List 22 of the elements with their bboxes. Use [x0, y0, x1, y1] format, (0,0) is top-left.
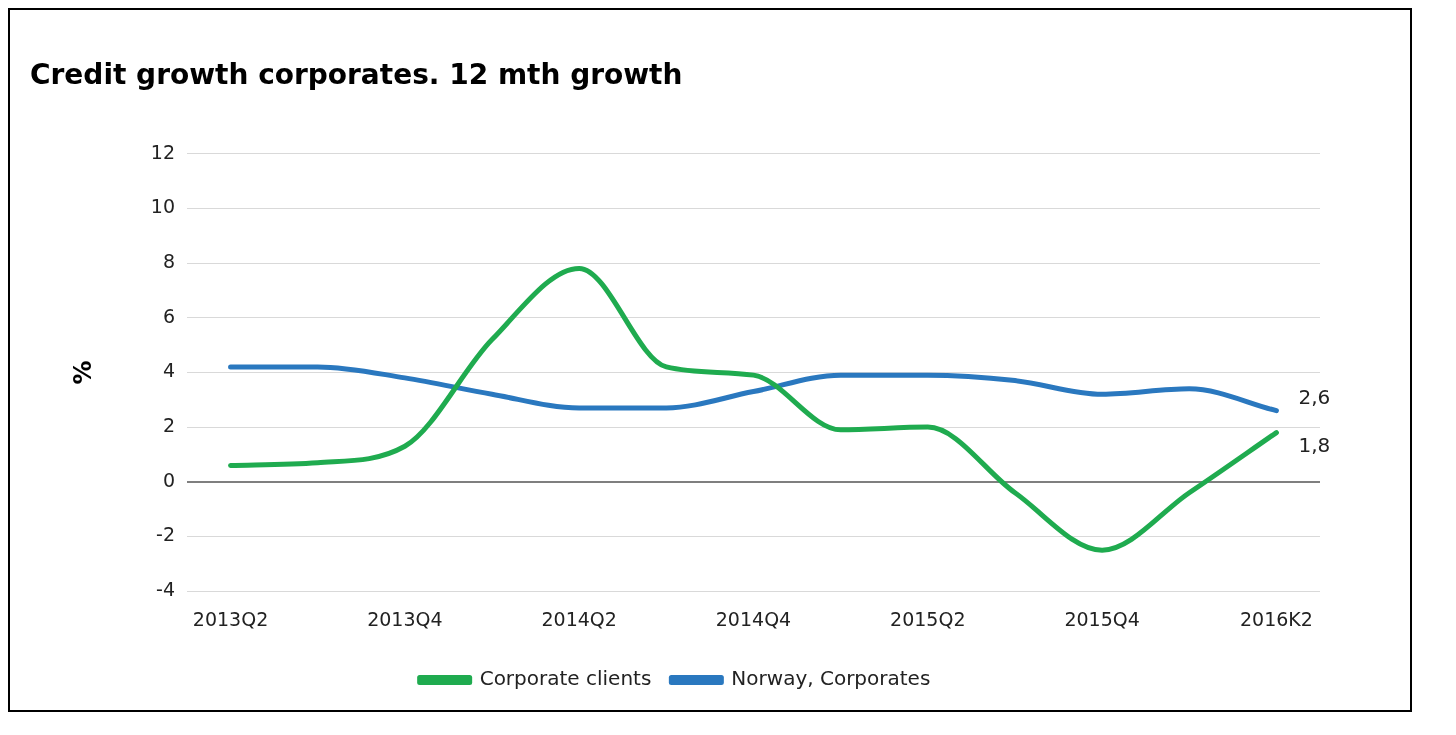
y-tick-label: 8	[162, 249, 175, 272]
y-tick-label: 6	[162, 304, 175, 327]
x-tick-label: 2016K2	[1239, 607, 1313, 630]
y-axis-title: %	[68, 360, 97, 385]
x-tick-label: 2013Q2	[192, 607, 269, 630]
y-tick-label: -4	[156, 578, 175, 601]
x-tick-label: 2014Q4	[715, 607, 792, 630]
chart-title: Credit growth corporates. 12 mth growth	[30, 58, 683, 92]
x-tick-label: 2013Q4	[367, 607, 443, 630]
y-tick-label: 2	[162, 414, 175, 437]
data-label: 2,6	[1298, 384, 1331, 409]
y-tick-label: -2	[156, 523, 175, 546]
y-tick-label: 0	[162, 468, 175, 491]
y-tick-label: 12	[150, 140, 175, 163]
y-tick-label: 4	[162, 359, 175, 382]
x-tick-label: 2015Q4	[1064, 607, 1140, 630]
x-tick-label: 2015Q2	[890, 607, 966, 630]
legend-label: Corporate clients	[479, 666, 652, 691]
legend-label: Norway, Corporates	[731, 666, 931, 691]
y-tick-label: 10	[150, 195, 175, 218]
data-label: 1,8	[1298, 432, 1331, 457]
x-tick-label: 2014Q2	[541, 607, 617, 630]
